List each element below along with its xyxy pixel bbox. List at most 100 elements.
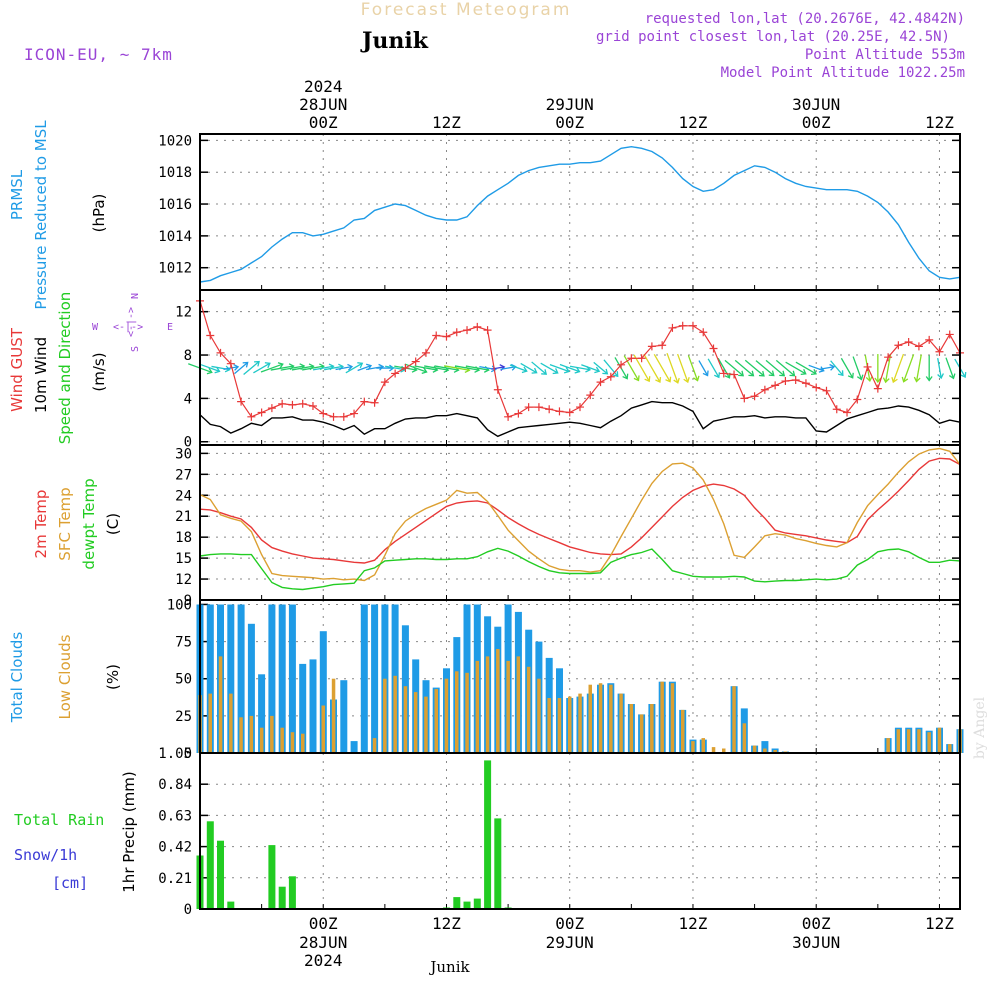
- wind-arrow-head: [901, 376, 909, 383]
- top-date-label: 30JUN: [792, 95, 840, 114]
- top-tick-label: 00Z: [802, 113, 831, 132]
- wind-arrow: [540, 362, 559, 374]
- temp-2m-label: 2m Temp: [32, 490, 50, 559]
- footer-location: Junik: [428, 958, 470, 976]
- wind-arrow: [852, 356, 863, 380]
- wind-arrow-head: [810, 369, 817, 376]
- bar-low-clouds: [568, 696, 572, 753]
- wind-arrow-head: [521, 366, 528, 374]
- gust-marker: [452, 328, 461, 337]
- y-tick-label: 100: [167, 597, 192, 613]
- y-tick-label: 8: [184, 348, 192, 364]
- gust-marker: [760, 385, 769, 394]
- compass-s: S: [130, 346, 141, 352]
- wind-arrow-head: [800, 369, 807, 376]
- bar-total-clouds: [206, 604, 214, 753]
- gust-marker: [678, 321, 687, 330]
- gust-marker: [688, 321, 697, 330]
- gust-marker: [473, 322, 482, 331]
- bar-low-clouds: [526, 666, 531, 753]
- bottom-tick-label: 12Z: [679, 914, 708, 933]
- wind-arrow: [892, 353, 905, 383]
- y-tick-label: 0.21: [158, 871, 192, 887]
- wind-arrow-head: [948, 373, 956, 380]
- wind-speed-dir-label: Speed and Direction: [56, 292, 74, 445]
- wind-arrow-head: [378, 363, 385, 371]
- bar-rain: [473, 898, 481, 909]
- bar-low-clouds: [290, 732, 295, 753]
- wind-arrow: [200, 364, 220, 373]
- wind-arrow: [717, 357, 730, 379]
- bar-low-clouds: [424, 696, 428, 753]
- model-label: ICON-EU, ~ 7km: [24, 45, 173, 64]
- bar-low-clouds: [434, 689, 438, 753]
- chart-title: Forecast Meteogram: [361, 0, 572, 20]
- bar-low-clouds: [383, 678, 387, 753]
- bar-low-clouds: [496, 649, 500, 753]
- bar-low-clouds: [537, 678, 541, 753]
- total-clouds-label: Total Clouds: [8, 632, 26, 724]
- gust-marker: [257, 408, 266, 417]
- gust-marker: [853, 395, 862, 404]
- bar-low-clouds: [372, 738, 377, 753]
- wind-arrow: [569, 365, 591, 371]
- bar-total-clouds: [309, 659, 317, 753]
- gust-marker: [545, 405, 554, 414]
- gust-marker: [740, 394, 749, 403]
- wind-gust-label: Wind GUST: [8, 327, 26, 412]
- requested-coords: requested lon,lat (20.2676E, 42.4842N): [645, 11, 965, 27]
- wind-arrow: [687, 355, 699, 381]
- series-line-prmsl: [199, 145, 961, 283]
- bar-low-clouds: [711, 747, 716, 753]
- wind-arrow-head: [925, 376, 933, 382]
- bar-low-clouds: [455, 671, 459, 753]
- top-date-label: 28JUN: [299, 95, 347, 114]
- wind-arrow: [414, 365, 438, 371]
- gust-marker: [801, 379, 810, 388]
- wind-arrow: [335, 365, 353, 371]
- wind-arrow: [509, 364, 527, 372]
- temp-sfc-label: SFC Temp: [56, 487, 74, 560]
- wind-arrow-head: [702, 370, 709, 377]
- wind-arrow-head: [748, 370, 755, 377]
- bar-low-clouds: [742, 723, 747, 753]
- bar-low-clouds: [598, 683, 603, 753]
- wind-arrow: [785, 361, 807, 375]
- gust-marker: [647, 342, 656, 351]
- wind-unit: (m/s): [90, 352, 108, 391]
- bar-low-clouds: [270, 715, 274, 753]
- wind-arrow: [291, 365, 314, 371]
- wind-arrow-head: [233, 363, 240, 371]
- wind-arrow-head: [254, 360, 260, 367]
- wind-arrow: [666, 352, 679, 384]
- wind-arrow-head: [847, 372, 854, 379]
- top-year-label: 2024: [304, 77, 343, 96]
- wind-arrow: [302, 365, 324, 371]
- bar-total-clouds: [227, 604, 235, 753]
- bar-low-clouds: [259, 727, 264, 753]
- gust-marker: [339, 412, 348, 421]
- gust-marker: [843, 408, 852, 417]
- bar-total-clouds: [371, 604, 379, 753]
- wind-arrow: [643, 353, 661, 383]
- wind-arrow-head: [242, 361, 249, 368]
- wind-arrow-head: [768, 370, 775, 377]
- bar-low-clouds: [578, 693, 582, 753]
- gust-marker: [534, 403, 543, 412]
- gust-marker: [894, 341, 903, 350]
- bar-low-clouds: [465, 672, 469, 753]
- bar-low-clouds: [516, 656, 521, 753]
- wind-arrow: [260, 363, 284, 373]
- wind-arrow-head: [891, 377, 898, 384]
- pressure-label-2: Pressure Reduced to MSL: [32, 120, 50, 310]
- wind-arrow: [707, 358, 720, 378]
- bar-low-clouds: [218, 656, 223, 753]
- bar-low-clouds: [403, 686, 408, 753]
- wind-arrow-head: [693, 375, 700, 382]
- bar-rain: [494, 818, 502, 909]
- bottom-tick-label: 12Z: [432, 914, 461, 933]
- wind-arrow: [444, 365, 470, 371]
- bar-low-clouds: [639, 714, 644, 753]
